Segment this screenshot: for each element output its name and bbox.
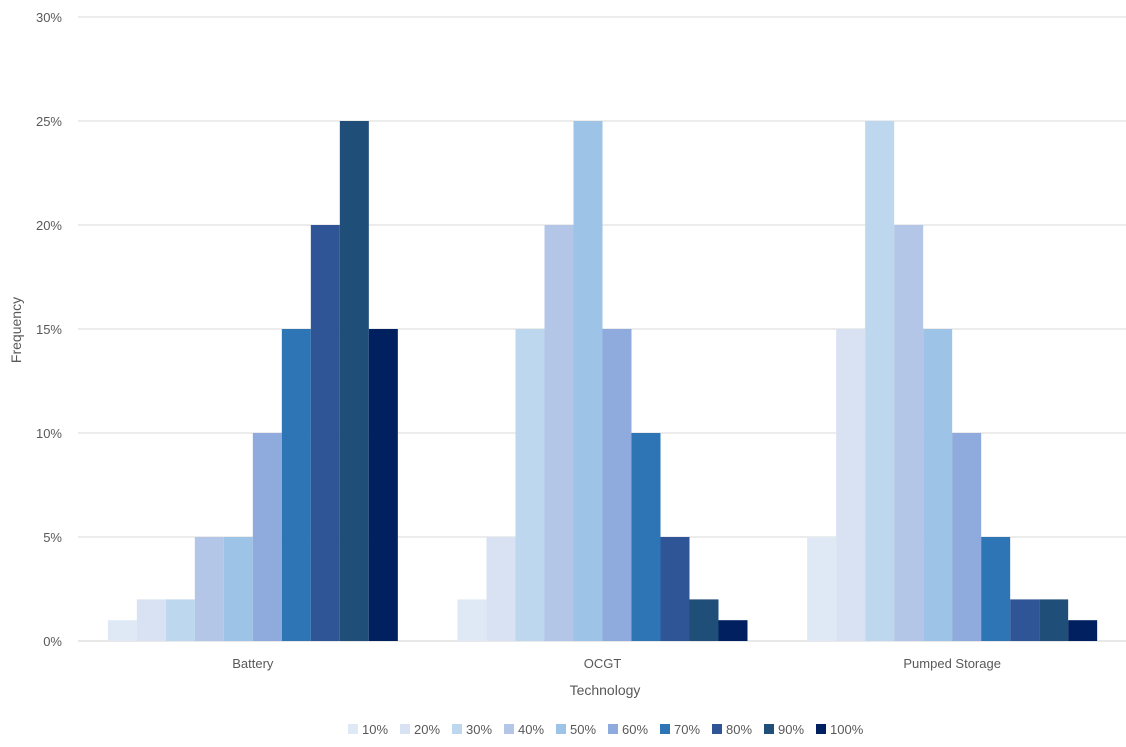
legend-swatch <box>608 724 618 734</box>
legend-label: 70% <box>674 722 700 737</box>
legend-label: 20% <box>414 722 440 737</box>
y-tick-label: 25% <box>36 114 62 129</box>
legend-item: 90% <box>764 722 804 737</box>
bar-70pct-battery <box>281 329 311 641</box>
bar-60pct-battery <box>252 433 282 641</box>
bar-50pct-battery <box>223 537 253 641</box>
legend-label: 30% <box>466 722 492 737</box>
x-tick-label: Pumped Storage <box>903 656 1001 671</box>
legend-item: 20% <box>400 722 440 737</box>
bar-50pct-pumped-storage <box>923 329 953 641</box>
legend-label: 40% <box>518 722 544 737</box>
legend-swatch <box>816 724 826 734</box>
x-tick-label: OCGT <box>584 656 622 671</box>
bar-70pct-ocgt <box>631 433 661 641</box>
legend-label: 60% <box>622 722 648 737</box>
legend-swatch <box>400 724 410 734</box>
legend-swatch <box>660 724 670 734</box>
legend-label: 50% <box>570 722 596 737</box>
bar-90pct-pumped-storage <box>1039 599 1069 641</box>
legend-label: 80% <box>726 722 752 737</box>
legend-item: 50% <box>556 722 596 737</box>
x-tick-label: Battery <box>232 656 274 671</box>
legend-swatch <box>764 724 774 734</box>
bar-40pct-ocgt <box>544 225 574 641</box>
legend-item: 100% <box>816 722 864 737</box>
legend-item: 10% <box>348 722 388 737</box>
bar-30pct-battery <box>165 599 195 641</box>
legend-swatch <box>712 724 722 734</box>
x-axis-title: Technology <box>570 682 641 698</box>
legend-swatch <box>504 724 514 734</box>
y-tick-label: 0% <box>43 634 62 649</box>
bar-10pct-pumped-storage <box>807 537 837 641</box>
y-tick-label: 30% <box>36 10 62 25</box>
legend-item: 40% <box>504 722 544 737</box>
bar-30pct-ocgt <box>515 329 545 641</box>
y-axis-title: Frequency <box>8 297 24 363</box>
bar-20pct-pumped-storage <box>836 329 866 641</box>
legend-item: 70% <box>660 722 700 737</box>
y-tick-label: 5% <box>43 530 62 545</box>
bar-40pct-battery <box>194 537 224 641</box>
legend: 10% 20% 30% 40% 50% 60% 70% 80% 90% 100% <box>348 722 864 737</box>
bar-70pct-pumped-storage <box>981 537 1011 641</box>
legend-swatch <box>348 724 358 734</box>
bar-40pct-pumped-storage <box>894 225 924 641</box>
bar-20pct-battery <box>136 599 166 641</box>
y-tick-label: 15% <box>36 322 62 337</box>
bar-100pct-battery <box>368 329 398 641</box>
bar-10pct-battery <box>107 620 137 641</box>
bar-60pct-ocgt <box>602 329 632 641</box>
bar-100pct-pumped-storage <box>1068 620 1098 641</box>
bar-90pct-battery <box>339 121 369 641</box>
y-axis-ticks: 0% 5% 10% 15% 20% 25% 30% <box>36 10 62 649</box>
legend-item: 30% <box>452 722 492 737</box>
bar-30pct-pumped-storage <box>865 121 895 641</box>
bar-10pct-ocgt <box>457 599 487 641</box>
legend-label: 100% <box>830 722 864 737</box>
x-axis-ticks: Battery OCGT Pumped Storage <box>232 656 1001 671</box>
bar-20pct-ocgt <box>486 537 516 641</box>
bar-50pct-ocgt <box>573 121 603 641</box>
y-tick-label: 20% <box>36 218 62 233</box>
legend-label: 90% <box>778 722 804 737</box>
legend-item: 80% <box>712 722 752 737</box>
legend-swatch <box>452 724 462 734</box>
bar-80pct-pumped-storage <box>1010 599 1040 641</box>
legend-item: 60% <box>608 722 648 737</box>
legend-label: 10% <box>362 722 388 737</box>
bar-60pct-pumped-storage <box>952 433 982 641</box>
bars <box>107 121 1098 641</box>
bar-80pct-ocgt <box>660 537 690 641</box>
bar-80pct-battery <box>310 225 340 641</box>
y-tick-label: 10% <box>36 426 62 441</box>
bar-90pct-ocgt <box>689 599 719 641</box>
legend-swatch <box>556 724 566 734</box>
bar-100pct-ocgt <box>718 620 748 641</box>
